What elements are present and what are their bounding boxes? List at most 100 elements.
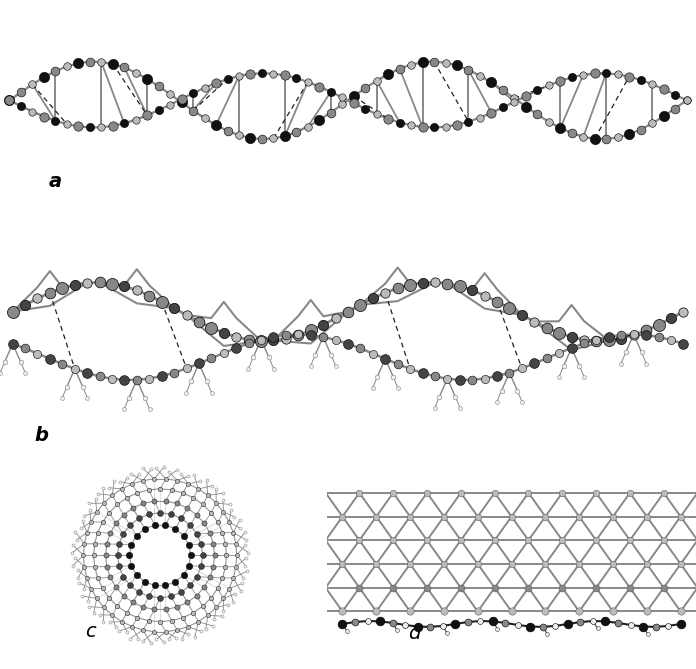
Point <box>98 498 109 508</box>
Point <box>291 73 302 84</box>
Point <box>118 571 129 582</box>
Point <box>337 99 348 110</box>
Text: b: b <box>35 426 49 445</box>
Point <box>89 561 100 572</box>
Point <box>603 331 615 342</box>
Point <box>92 527 103 538</box>
Point <box>159 462 170 472</box>
Point <box>118 591 129 601</box>
Point <box>342 306 354 317</box>
Point <box>122 627 133 638</box>
Point <box>125 520 136 531</box>
Point <box>139 577 150 587</box>
Point <box>438 606 450 617</box>
Point <box>104 507 115 518</box>
Point <box>454 375 466 385</box>
Point <box>149 604 160 615</box>
Point <box>256 134 267 145</box>
Point <box>440 121 451 132</box>
Point <box>641 559 652 569</box>
Point <box>197 550 208 561</box>
Point <box>624 72 635 82</box>
Point <box>56 393 68 403</box>
Point <box>156 371 167 381</box>
Point <box>126 561 137 571</box>
Point <box>106 490 118 500</box>
Point <box>149 580 160 591</box>
Point <box>61 61 72 72</box>
Point <box>317 319 329 330</box>
Point <box>442 278 453 289</box>
Point <box>512 619 523 630</box>
Point <box>240 560 251 571</box>
Point <box>240 527 251 537</box>
Point <box>305 361 316 371</box>
Point <box>658 583 670 593</box>
Point <box>218 593 229 604</box>
Point <box>472 559 483 569</box>
Point <box>75 523 86 534</box>
Point <box>81 527 93 538</box>
Point <box>422 583 433 593</box>
Point <box>463 116 474 127</box>
Point <box>27 79 38 90</box>
Point <box>183 539 194 550</box>
Point <box>160 496 171 506</box>
Point <box>243 334 254 345</box>
Point <box>557 488 568 498</box>
Point <box>19 368 31 379</box>
Point <box>107 58 118 69</box>
Point <box>155 593 166 603</box>
Point <box>325 107 336 118</box>
Point <box>429 277 441 288</box>
Point <box>171 498 182 509</box>
Point <box>678 339 689 349</box>
Point <box>317 332 329 343</box>
Point <box>212 583 223 594</box>
Point <box>176 97 187 108</box>
Point <box>422 535 433 546</box>
Point <box>337 559 348 569</box>
Point <box>159 637 170 648</box>
Point <box>125 469 136 480</box>
Point <box>337 606 348 617</box>
Point <box>429 122 440 133</box>
Point <box>143 591 155 601</box>
Point <box>138 636 149 646</box>
Point <box>498 85 509 96</box>
Point <box>388 371 399 382</box>
Text: d: d <box>409 624 420 644</box>
Point <box>178 569 189 580</box>
Point <box>242 566 253 577</box>
Point <box>104 528 116 539</box>
Point <box>109 476 120 486</box>
Point <box>216 611 228 622</box>
Point <box>540 606 551 617</box>
Point <box>206 387 217 398</box>
Point <box>650 622 661 632</box>
Point <box>77 381 88 392</box>
Point <box>550 621 561 632</box>
Point <box>562 619 574 630</box>
Point <box>177 488 189 498</box>
Point <box>133 633 144 644</box>
Point <box>206 353 217 364</box>
Point <box>196 539 207 550</box>
Point <box>628 330 639 341</box>
Point <box>392 625 403 636</box>
Point <box>529 358 540 369</box>
Point <box>84 122 95 132</box>
Point <box>578 70 589 80</box>
Point <box>217 573 228 583</box>
Point <box>670 103 681 114</box>
Point <box>221 550 232 561</box>
Point <box>69 280 80 290</box>
Point <box>640 325 651 336</box>
Point <box>50 116 61 126</box>
Point <box>504 367 515 378</box>
Point <box>100 550 111 561</box>
Point <box>628 329 639 340</box>
Point <box>218 488 229 498</box>
Point <box>96 122 107 132</box>
Point <box>112 550 123 561</box>
